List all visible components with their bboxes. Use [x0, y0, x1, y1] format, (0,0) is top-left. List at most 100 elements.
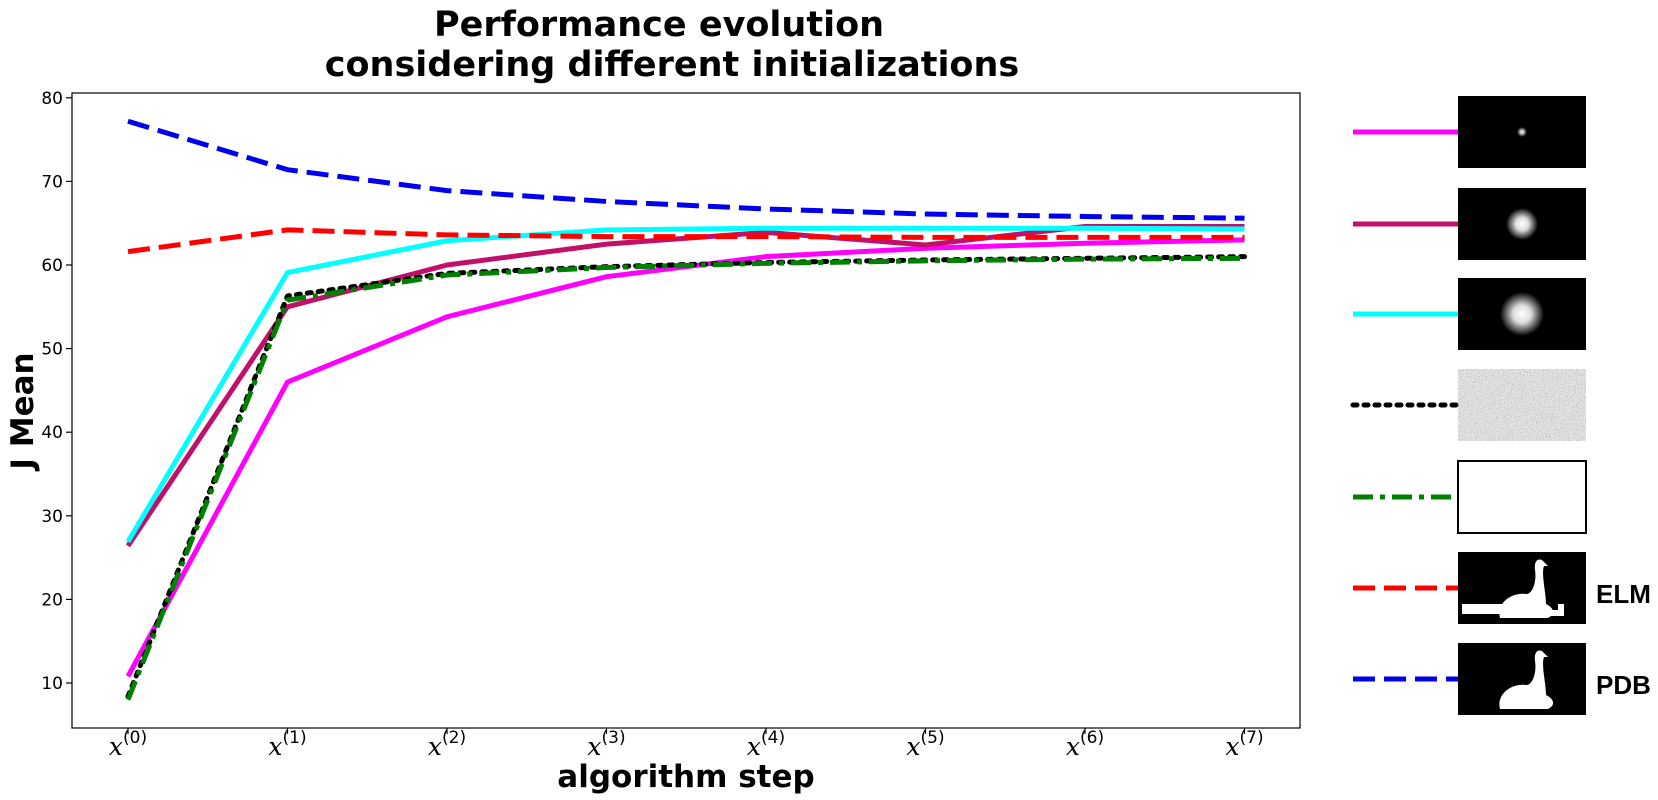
x-tick-base: x: [1066, 732, 1080, 761]
series-7-point: [126, 119, 131, 124]
x-tick-superscript: (0): [123, 728, 147, 748]
x-tick-label: x(0): [109, 728, 147, 761]
x-tick-superscript: (5): [921, 728, 945, 748]
swan-mask-elm-image: [1458, 552, 1586, 624]
x-tick-superscript: (4): [761, 728, 785, 748]
x-tick-base: x: [906, 732, 920, 761]
x-tick-base: x: [1225, 732, 1239, 761]
series-1-point: [764, 254, 769, 259]
series-6-point: [445, 232, 450, 237]
mask-debris: [1550, 610, 1564, 616]
series-line-6: [127, 227, 1245, 255]
x-tick-label: x(2): [428, 728, 466, 761]
x-tick-base: x: [109, 732, 123, 761]
series-6-point: [1083, 235, 1088, 240]
series-5-point: [285, 298, 290, 303]
large-gaussian-blob-image: [1458, 278, 1586, 350]
series-7-point: [923, 212, 928, 217]
series-5-point: [923, 258, 928, 263]
x-tick-label: x(3): [587, 728, 625, 761]
legend: ELM PDB: [1350, 96, 1651, 715]
x-tick-superscript: (6): [1080, 728, 1104, 748]
series-7-point: [285, 167, 290, 172]
swan-shape: [1499, 650, 1554, 709]
series-6-point: [923, 235, 928, 240]
series-lines: [125, 118, 1247, 702]
series-7-point: [1083, 214, 1088, 219]
series-3-point: [445, 238, 450, 243]
series-3-point: [1083, 226, 1088, 231]
series-5-point: [126, 697, 131, 702]
x-tick-label: x(1): [268, 728, 306, 761]
x-tick-label: x(5): [906, 728, 944, 761]
x-tick-superscript: (2): [442, 728, 466, 748]
y-tick-label: 50: [41, 340, 63, 360]
medium-gaussian-blob-image: [1458, 188, 1586, 260]
series-line-3: [125, 225, 1245, 543]
series-line-2: [125, 224, 1245, 548]
series-5-point: [1083, 257, 1088, 262]
series-3-point: [126, 539, 131, 544]
series-5-point: [764, 261, 769, 266]
series-5-point: [604, 265, 609, 270]
y-tick-label: 80: [41, 89, 63, 109]
blank-white-image: [1457, 460, 1587, 534]
mask-debris: [1462, 604, 1502, 614]
legend-entry-4: [1350, 369, 1586, 441]
series-1-point: [126, 674, 131, 679]
y-tick-label: 20: [41, 590, 63, 610]
series-2-point: [923, 242, 928, 247]
series-2-point: [604, 242, 609, 247]
swan-shape: [1499, 559, 1554, 618]
legend-entry-1: [1353, 96, 1586, 168]
series-6-point: [1242, 235, 1247, 240]
series-1-point: [604, 274, 609, 279]
y-tick-label: 60: [41, 256, 63, 276]
swan-mask-pdb-image: [1458, 643, 1586, 715]
y-tick-label: 30: [41, 507, 63, 527]
legend-label-elm: ELM: [1596, 579, 1651, 609]
small-gaussian-blob-image: [1458, 96, 1586, 168]
x-tick-superscript: (1): [283, 728, 307, 748]
x-tick-base: x: [268, 732, 282, 761]
series-line-5: [125, 255, 1245, 701]
y-tick-label: 70: [41, 172, 63, 192]
legend-entry-2: [1353, 188, 1586, 260]
series-1-point: [1083, 241, 1088, 246]
legend-label-pdb: PDB: [1596, 670, 1651, 700]
series-line-7: [127, 118, 1245, 221]
series-1-point: [285, 380, 290, 385]
series-1-point: [445, 314, 450, 319]
series-7-point: [1242, 216, 1247, 221]
plot-frame: [71, 92, 1301, 729]
series-6-point: [764, 234, 769, 239]
x-tick-label: x(4): [747, 728, 785, 761]
series-3-point: [764, 226, 769, 231]
x-tick-base: x: [747, 732, 761, 761]
y-tick-label: 10: [41, 674, 63, 694]
chart-title-line-1: Performance evolution: [434, 5, 884, 45]
series-7-point: [604, 199, 609, 204]
series-6-point: [126, 249, 131, 254]
x-tick-label: x(7): [1225, 728, 1263, 761]
y-tick-label: 40: [41, 423, 63, 443]
legend-entry-6: ELM: [1353, 552, 1651, 624]
series-6-point: [604, 234, 609, 239]
legend-entry-3: [1353, 278, 1586, 350]
series-5-point: [1242, 256, 1247, 261]
x-tick-base: x: [428, 732, 442, 761]
series-3-point: [285, 270, 290, 275]
legend-entry-5: [1353, 460, 1587, 534]
x-tick-superscript: (7): [1240, 728, 1264, 748]
series-7-point: [445, 188, 450, 193]
y-axis-label: J Mean: [5, 352, 41, 471]
series-7-point: [764, 206, 769, 211]
x-tick-superscript: (3): [602, 728, 626, 748]
series-2-point: [445, 263, 450, 268]
series-line-4: [125, 254, 1247, 699]
x-tick-label: x(6): [1066, 728, 1104, 761]
chart-title-line-2: considering different initializations: [325, 45, 1019, 85]
series-5-point: [445, 273, 450, 278]
